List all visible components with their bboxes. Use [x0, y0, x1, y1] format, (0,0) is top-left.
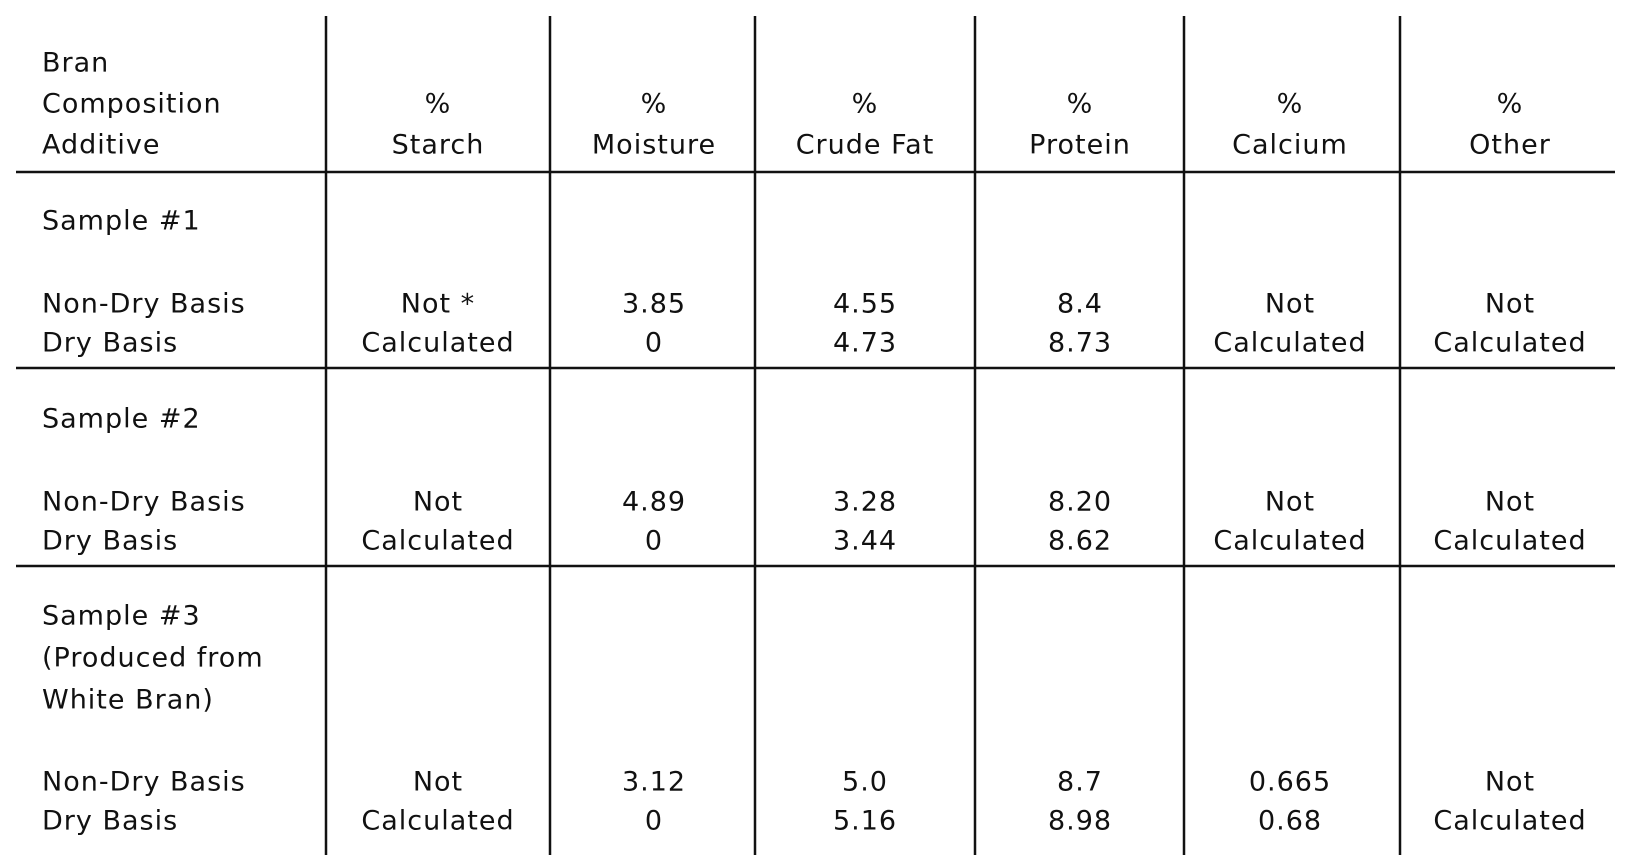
cell-value: Not [1485, 289, 1535, 320]
column-header: % [641, 89, 668, 120]
column-header: % [1497, 89, 1524, 120]
cell-value: 4.55 [833, 289, 897, 320]
column-header: Protein [1029, 130, 1131, 161]
cell-value: 8.98 [1048, 806, 1112, 837]
cell-value: 8.73 [1048, 328, 1112, 359]
sample-label: Sample #2 [42, 404, 201, 435]
sample-label: Sample #3 [42, 601, 201, 632]
cell-value: 8.62 [1048, 526, 1112, 557]
cell-value: Calculated [1213, 328, 1366, 359]
table: Bran Composition Additive% Starch% Moisture%… [0, 0, 1631, 867]
column-header: % [1277, 89, 1304, 120]
sample-label: White Bran) [42, 685, 214, 716]
cell-value: 0.665 [1249, 767, 1331, 798]
cell-value: 3.28 [833, 487, 897, 518]
cell-value: 0 [645, 328, 663, 359]
cell-value: Calculated [1433, 328, 1586, 359]
row-label: Dry Basis [42, 806, 178, 837]
cell-value: 0 [645, 526, 663, 557]
cell-value: Calculated [1433, 806, 1586, 837]
cell-value: 5.0 [842, 767, 888, 798]
column-header: Crude Fat [796, 130, 935, 161]
cell-value: Calculated [1433, 526, 1586, 557]
cell-value: 8.7 [1057, 767, 1103, 798]
column-header: Composition [42, 89, 222, 120]
cell-value: 0.68 [1258, 806, 1322, 837]
sample-label: Sample #1 [42, 206, 201, 237]
column-header: % [852, 89, 879, 120]
cell-value: Not [413, 487, 463, 518]
cell-value: Calculated [361, 328, 514, 359]
sample-label: (Produced from [42, 643, 264, 674]
row-label: Non-Dry Basis [42, 289, 246, 320]
cell-value: Calculated [361, 806, 514, 837]
row-label: Non-Dry Basis [42, 487, 246, 518]
column-header: % [1067, 89, 1094, 120]
column-header: Bran [42, 48, 109, 79]
cell-value: Calculated [1213, 526, 1366, 557]
cell-value: 8.20 [1048, 487, 1112, 518]
cell-value: Calculated [361, 526, 514, 557]
column-header: % [425, 89, 452, 120]
cell-value: 0 [645, 806, 663, 837]
cell-value: 4.73 [833, 328, 897, 359]
cell-value: Not [413, 767, 463, 798]
cell-value: 3.44 [833, 526, 897, 557]
column-header: Other [1469, 130, 1551, 161]
cell-value: Not [1485, 767, 1535, 798]
column-header: Additive [42, 130, 160, 161]
row-label: Dry Basis [42, 526, 178, 557]
cell-value: Not [1485, 487, 1535, 518]
cell-value: 8.4 [1057, 289, 1103, 320]
column-header: Moisture [592, 130, 716, 161]
cell-value: 3.12 [622, 767, 686, 798]
row-label: Non-Dry Basis [42, 767, 246, 798]
cell-value: Not * [401, 289, 475, 320]
cell-value: 5.16 [833, 806, 897, 837]
cell-value: Not [1265, 289, 1315, 320]
cell-value: 3.85 [622, 289, 686, 320]
cell-value: 4.89 [622, 487, 686, 518]
column-header: Starch [392, 130, 485, 161]
cell-value: Not [1265, 487, 1315, 518]
row-label: Dry Basis [42, 328, 178, 359]
column-header: Calcium [1232, 130, 1348, 161]
